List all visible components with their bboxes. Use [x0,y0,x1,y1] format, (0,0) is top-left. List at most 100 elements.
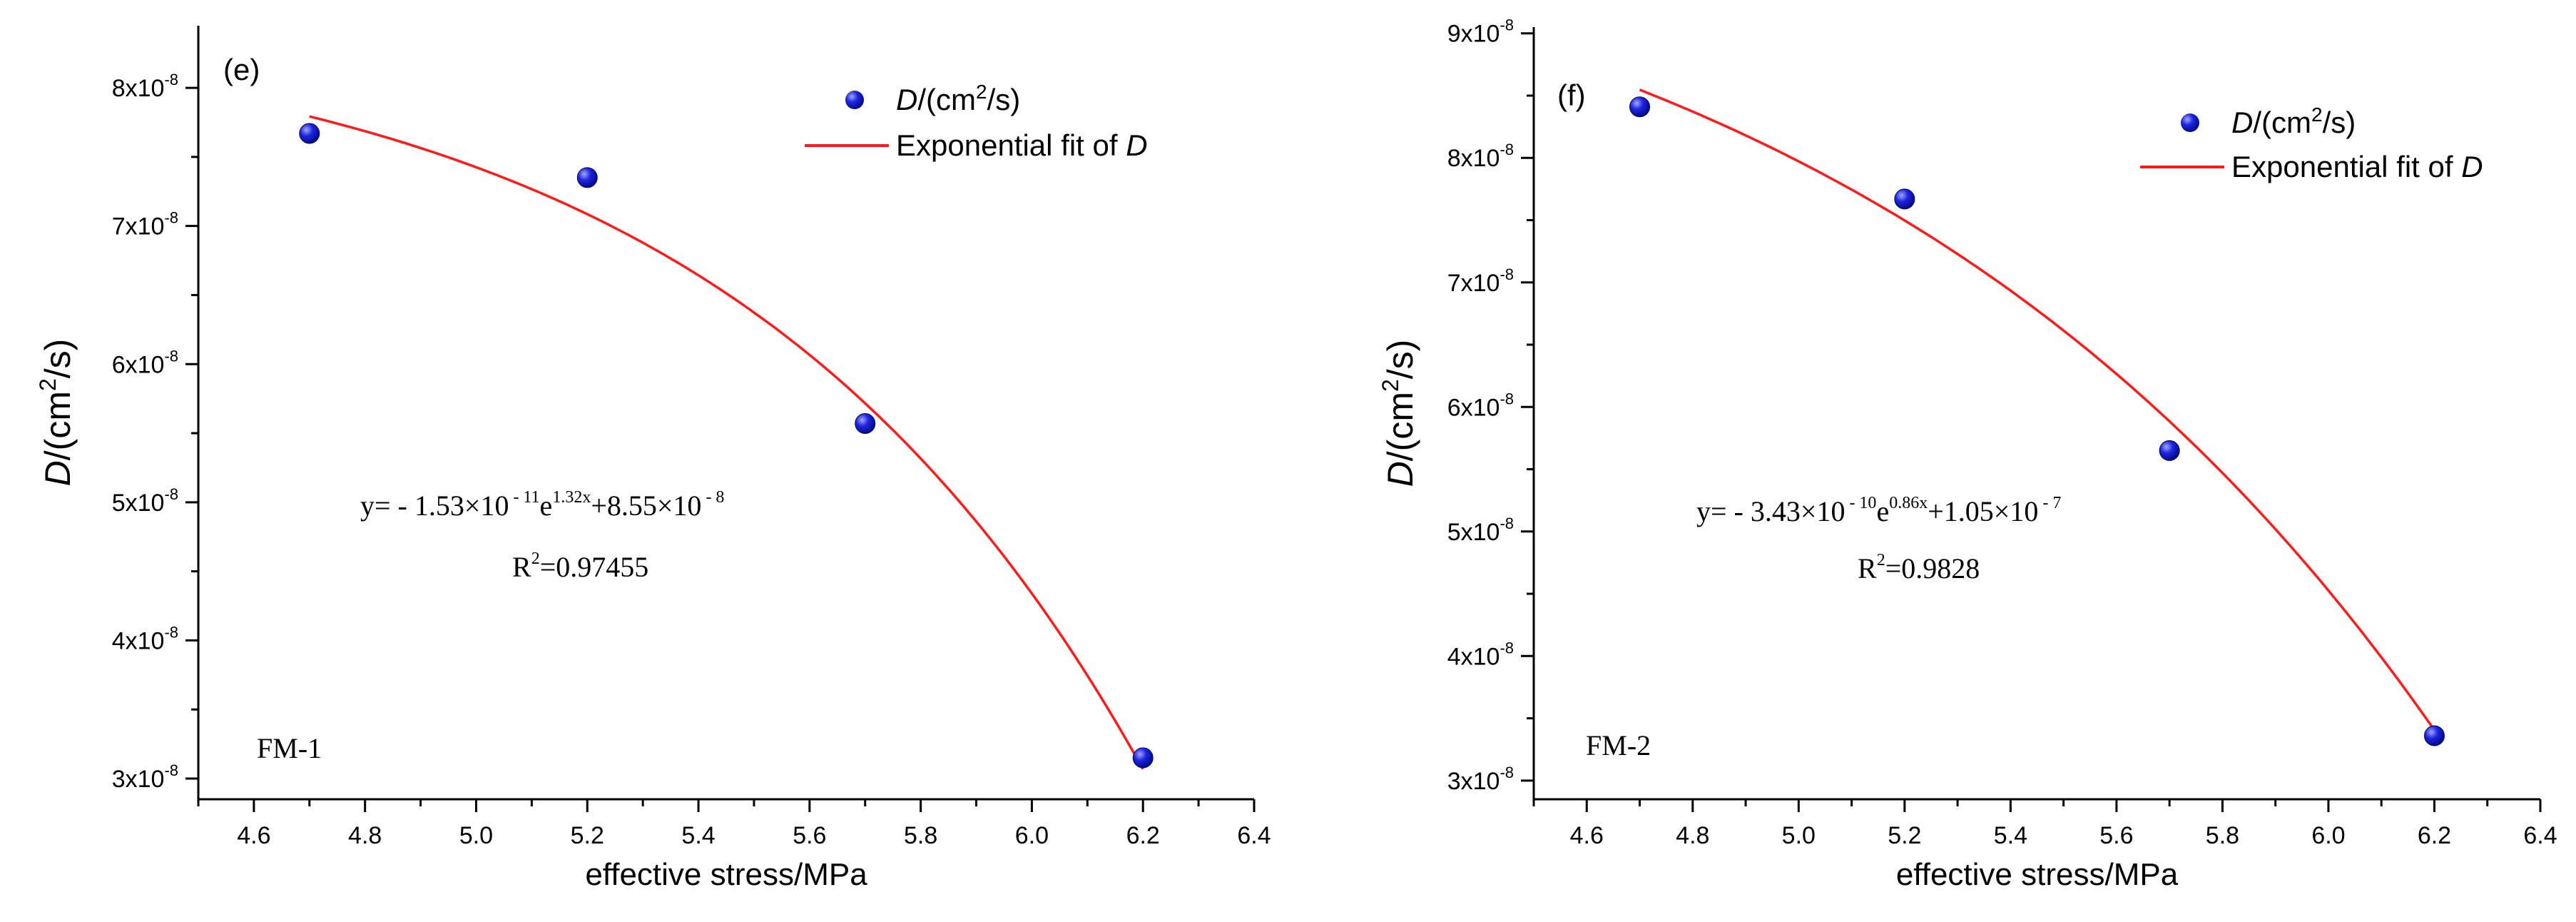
legend-post: /s) [2323,106,2356,139]
y-tick-mantissa: 6x10 [1447,394,1500,421]
data-point [1132,747,1154,769]
x-tick-label: 6.2 [1126,822,1160,849]
y-axis-label-sup: 2 [1378,379,1403,392]
y-tick-exponent: -8 [164,71,178,88]
x-tick-label: 5.2 [571,822,604,849]
y-tick-exponent: -8 [164,623,178,641]
r2-value: =0.9828 [1885,552,1980,584]
x-tick-label: 5.6 [793,822,826,849]
y-tick-label: 7x10-8 [1447,265,1514,297]
x-axis-label: effective stress/MPa [1896,857,2179,892]
y-axis-label: D/(cm2/s) [35,339,78,487]
y-tick-exponent: -8 [164,347,178,365]
y-axis-label-main: /(cm [38,391,78,460]
y-axis-label-symbol: D [1380,461,1420,487]
x-tick-label: 6.0 [1015,822,1049,849]
y-tick-exponent: -8 [164,761,178,779]
eq-exp: 0.86x [1889,494,1928,512]
y-tick-exponent: -8 [1500,265,1514,283]
y-tick-exponent: -8 [1500,390,1514,407]
r2-symbol: R [512,551,531,583]
x-axis-label: effective stress/MPa [585,857,867,892]
x-tick-label: 5.4 [681,822,715,849]
legend: D/(cm2/s)Exponential fit of D [805,81,1148,162]
x-tick-label: 6.0 [2311,822,2345,849]
eq-exp: - 11 [509,488,539,507]
legend-marker [845,91,864,109]
legend-label-fit: Exponential fit of D [2231,150,2483,183]
eq-exp: 1.32x [552,488,591,507]
fit-curve [1639,88,2435,731]
fit-curve [309,115,1144,770]
y-tick-label: 4x10-8 [112,623,178,654]
y-tick-mantissa: 6x10 [112,351,165,378]
legend-text: /(cm [917,83,976,116]
y-axis-label-symbol: D [38,460,78,486]
x-tick-label: 5.0 [1782,822,1816,849]
sample-label: FM-2 [1586,729,1651,761]
chart-panel-e: 4.6 4.8 5.0 5.2 5.4 5.6 5.8 6.0 6.2 6.43x10-84x10… [35,26,1271,892]
legend-sup: 2 [2311,103,2323,126]
legend-sup: 2 [976,81,987,103]
r2-sup: 2 [1877,551,1885,569]
legend-fit-symbol: D [1126,128,1147,162]
y-tick-label: 8x10-8 [112,71,178,102]
eq-exp: - 7 [2038,494,2061,512]
x-tick-label: 6.4 [1237,822,1271,849]
y-tick-label: 7x10-8 [112,209,178,240]
y-tick-mantissa: 9x10 [1447,21,1500,48]
r2-symbol: R [1858,552,1877,584]
y-tick-exponent: -8 [164,485,178,503]
y-tick-exponent: -8 [1500,764,1514,781]
legend-label-points: D/(cm2/s) [2231,103,2356,139]
y-tick-label: 5x10-8 [1447,515,1514,546]
x-tick-label: 4.8 [1676,822,1709,849]
x-tick-label: 5.0 [459,822,493,849]
y-axis-label-main: /(cm [1380,392,1420,461]
eq-part: y= - 3.43×10 [1696,495,1845,527]
y-tick-label: 4x10-8 [1447,639,1514,670]
data-point [2423,725,2445,746]
r-squared: R2=0.9828 [1858,551,1980,584]
data-point [855,412,876,434]
data-point [2159,440,2180,461]
x-tick-label: 5.2 [1888,822,1921,849]
eq-exp: - 8 [701,488,724,507]
data-point [1629,96,1651,118]
y-tick-mantissa: 3x10 [112,766,165,793]
y-tick-mantissa: 7x10 [1447,270,1500,297]
eq-part: e [1876,495,1889,527]
fit-equation: y= - 1.53×10 - 11e1.32x+8.55×10 - 8 [360,488,724,522]
data-point [1894,188,1915,210]
r2-value: =0.97455 [540,551,649,583]
y-tick-mantissa: 8x10 [112,75,165,102]
y-tick-exponent: -8 [1500,16,1514,34]
r2-sup: 2 [531,549,540,568]
x-tick-label: 4.6 [1570,822,1604,849]
y-axis-label-tail: /s) [1380,340,1420,380]
x-tick-label: 6.4 [2523,822,2557,849]
legend-symbol: D [896,83,917,116]
y-tick-label: 3x10-8 [1447,764,1514,795]
legend-fit-text: Exponential fit of [896,128,1126,162]
y-tick-exponent: -8 [1500,141,1514,158]
legend-fit-text: Exponential fit of [2231,150,2461,183]
eq-part: y= - 1.53×10 [360,490,509,522]
y-tick-mantissa: 4x10 [112,627,165,654]
x-tick-label: 5.6 [2099,822,2133,849]
y-tick-label: 3x10-8 [112,761,178,793]
legend: D/(cm2/s) Exponential fit of D [2140,103,2483,183]
y-tick-exponent: -8 [1500,515,1514,532]
data-point [299,123,320,144]
y-axis-label-tail: /s) [38,339,78,379]
y-tick-mantissa: 3x10 [1447,768,1500,795]
y-tick-exponent: -8 [1500,639,1514,657]
eq-part: e [540,490,553,522]
y-tick-label: 8x10-8 [1447,141,1514,172]
eq-exp: - 10 [1845,494,1876,512]
legend-label-fit: Exponential fit of D [896,128,1148,162]
y-tick-mantissa: 7x10 [112,213,165,240]
chart-panel-f: 4.6 4.8 5.0 5.2 5.4 5.6 5.8 6.0 6.2 6.43x10-84x10… [1378,16,2557,892]
